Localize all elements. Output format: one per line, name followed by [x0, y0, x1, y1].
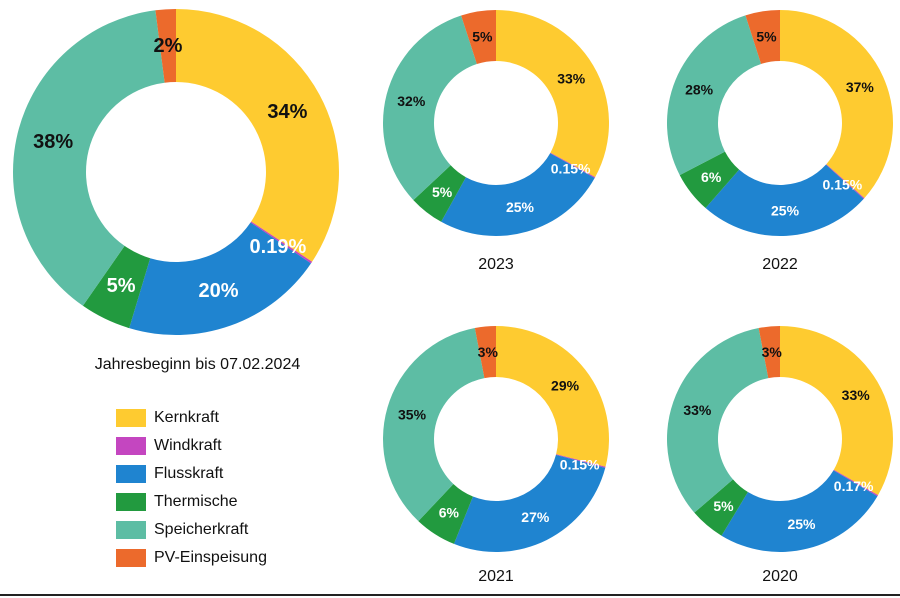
data-label-ytd-flusskraft: 20%: [198, 280, 238, 302]
chart-title-2021: 2021: [478, 568, 514, 585]
legend-label-kernkraft: Kernkraft: [154, 409, 219, 426]
slice-2023-kernkraft: [496, 10, 609, 178]
bottom-divider: [0, 594, 900, 596]
data-label-2020-speicherkraft: 33%: [683, 402, 712, 418]
data-label-2022-speicherkraft: 28%: [685, 82, 714, 98]
slice-2021-kernkraft: [496, 326, 609, 467]
data-label-2023-windkraft: 0.15%: [551, 161, 591, 177]
legend-swatch-thermische: [116, 493, 146, 511]
chart-title-2020: 2020: [762, 568, 798, 585]
slice-2020-speicherkraft: [666, 328, 769, 513]
slice-2021-flusskraft: [453, 454, 606, 552]
data-label-2022-kernkraft: 37%: [846, 79, 875, 95]
slice-2022-flusskraft: [705, 164, 864, 236]
donut-chart-2021: 29% 0.15% 27% 6% 35% 3%: [383, 326, 609, 552]
data-label-2022-thermische: 6%: [701, 169, 722, 185]
legend: Kernkraft Windkraft Flusskraft Thermisch…: [116, 404, 267, 572]
slice-ytd-windkraft: [250, 221, 313, 264]
legend-swatch-pv-einspeisung: [116, 549, 146, 567]
slice-2023-thermische: [413, 165, 466, 222]
legend-item-windkraft: Windkraft: [116, 432, 267, 460]
legend-item-speicherkraft: Speicherkraft: [116, 516, 267, 544]
data-label-2022-windkraft: 0.15%: [823, 176, 863, 192]
data-label-ytd-speicherkraft: 38%: [33, 131, 73, 153]
data-label-ytd-windkraft: 0.19%: [250, 236, 307, 258]
legend-item-thermische: Thermische: [116, 488, 267, 516]
slice-2023-pv-einspeisung: [461, 10, 496, 65]
data-label-2022-pv-einspeisung: 5%: [756, 29, 777, 45]
legend-swatch-kernkraft: [116, 409, 146, 427]
donut-chart-2022: 37% 0.15% 25% 6% 28% 5%: [667, 10, 893, 236]
legend-label-flusskraft: Flusskraft: [154, 465, 224, 482]
data-label-2020-thermische: 5%: [713, 498, 734, 514]
data-label-2021-pv-einspeisung: 3%: [478, 344, 499, 360]
data-label-2020-flusskraft: 25%: [787, 516, 816, 532]
data-label-2021-windkraft: 0.15%: [560, 457, 600, 473]
slice-ytd-thermische: [82, 245, 151, 329]
data-label-2023-flusskraft: 25%: [506, 199, 535, 215]
slice-2022-windkraft: [825, 164, 865, 199]
slice-2023-flusskraft: [441, 153, 595, 236]
slice-2020-thermische: [694, 479, 748, 536]
chart-title-2022: 2022: [762, 256, 798, 273]
legend-label-windkraft: Windkraft: [154, 437, 222, 454]
legend-swatch-flusskraft: [116, 465, 146, 483]
data-label-2021-speicherkraft: 35%: [398, 406, 427, 422]
legend-label-pv-einspeisung: PV-Einspeisung: [154, 549, 267, 566]
slice-ytd-kernkraft: [176, 9, 339, 262]
slice-ytd-flusskraft: [129, 222, 311, 335]
legend-item-flusskraft: Flusskraft: [116, 460, 267, 488]
data-label-2023-thermische: 5%: [432, 184, 453, 200]
slice-2023-speicherkraft: [383, 15, 477, 201]
legend-label-speicherkraft: Speicherkraft: [154, 521, 249, 538]
slice-2021-windkraft: [555, 454, 606, 468]
legend-swatch-windkraft: [116, 437, 146, 455]
data-label-2022-flusskraft: 25%: [771, 202, 800, 218]
slice-2020-pv-einspeisung: [758, 326, 780, 379]
slice-2020-windkraft: [833, 469, 879, 497]
slice-2022-speicherkraft: [667, 15, 762, 176]
data-label-2021-kernkraft: 29%: [551, 377, 580, 393]
slice-2023-windkraft: [550, 152, 596, 179]
legend-item-kernkraft: Kernkraft: [116, 404, 267, 432]
donut-chart-ytd: 34% 0.19% 20% 5% 38% 2%: [13, 9, 339, 335]
data-label-2023-pv-einspeisung: 5%: [472, 29, 493, 45]
data-label-2020-windkraft: 0.17%: [834, 478, 874, 494]
legend-item-pv-einspeisung: PV-Einspeisung: [116, 544, 267, 572]
donut-chart-2020: 33% 0.17% 25% 5% 33% 3%: [666, 326, 893, 553]
slice-2021-speicherkraft: [383, 327, 485, 522]
data-label-2023-kernkraft: 33%: [557, 70, 586, 86]
chart-title-ytd: Jahresbeginn bis 07.02.2024: [94, 356, 301, 373]
slice-2021-thermische: [418, 484, 473, 544]
data-label-2020-kernkraft: 33%: [842, 387, 871, 403]
slice-2022-thermische: [679, 151, 740, 209]
legend-label-thermische: Thermische: [154, 493, 238, 510]
chart-title-2023: 2023: [478, 256, 514, 273]
donut-chart-2023: 33% 0.15% 25% 5% 32% 5%: [383, 10, 609, 236]
slice-2022-kernkraft: [780, 10, 893, 199]
data-label-2021-thermische: 6%: [439, 505, 460, 521]
data-label-2023-speicherkraft: 32%: [397, 93, 426, 109]
data-label-ytd-pv-einspeisung: 2%: [154, 35, 183, 57]
slice-2020-kernkraft: [780, 326, 893, 496]
data-label-ytd-thermische: 5%: [107, 275, 136, 297]
slice-ytd-speicherkraft: [13, 10, 165, 306]
data-label-ytd-kernkraft: 34%: [267, 101, 307, 123]
data-label-2020-pv-einspeisung: 3%: [762, 344, 783, 360]
slice-ytd-pv-einspeisung: [155, 9, 176, 83]
legend-swatch-speicherkraft: [116, 521, 146, 539]
slice-2021-pv-einspeisung: [474, 326, 496, 379]
slice-2022-pv-einspeisung: [745, 10, 780, 64]
slice-2020-flusskraft: [721, 470, 878, 553]
data-label-2021-flusskraft: 27%: [521, 509, 550, 525]
